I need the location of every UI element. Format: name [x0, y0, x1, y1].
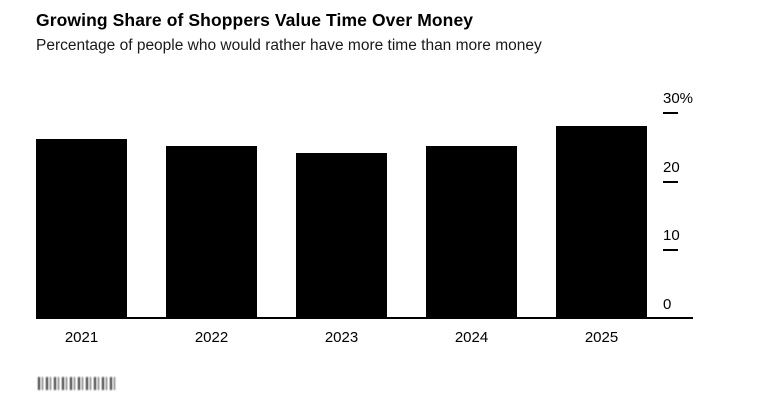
y-axis-label-0: 0 — [663, 296, 672, 313]
y-axis-label-10: 10 — [663, 227, 680, 244]
y-axis-label-30: 30% — [663, 90, 694, 107]
chart-subtitle: Percentage of people who would rather ha… — [36, 37, 542, 54]
x-axis-label-2025: 2025 — [584, 329, 619, 346]
x-axis-label-2021: 2021 — [64, 329, 99, 346]
bar-2022 — [166, 146, 257, 318]
plot-area — [36, 112, 647, 318]
x-axis-baseline — [36, 317, 693, 319]
x-axis-label-2024: 2024 — [454, 329, 489, 346]
bar-2025 — [556, 126, 647, 318]
x-axis-label-2022: 2022 — [194, 329, 229, 346]
y-axis-tick-30 — [663, 112, 678, 114]
chart-title: Growing Share of Shoppers Value Time Ove… — [36, 10, 474, 30]
bar-2023 — [296, 153, 387, 318]
x-axis-label-2023: 2023 — [324, 329, 359, 346]
y-axis-tick-10 — [663, 249, 678, 251]
bar-2024 — [426, 146, 517, 318]
blurred-source-logo — [38, 377, 116, 390]
y-axis-label-20: 20 — [663, 159, 680, 176]
bar-2021 — [36, 139, 127, 318]
x-axis-labels: 2021 2022 2023 2024 2025 — [36, 329, 647, 346]
y-axis-tick-20 — [663, 181, 678, 183]
